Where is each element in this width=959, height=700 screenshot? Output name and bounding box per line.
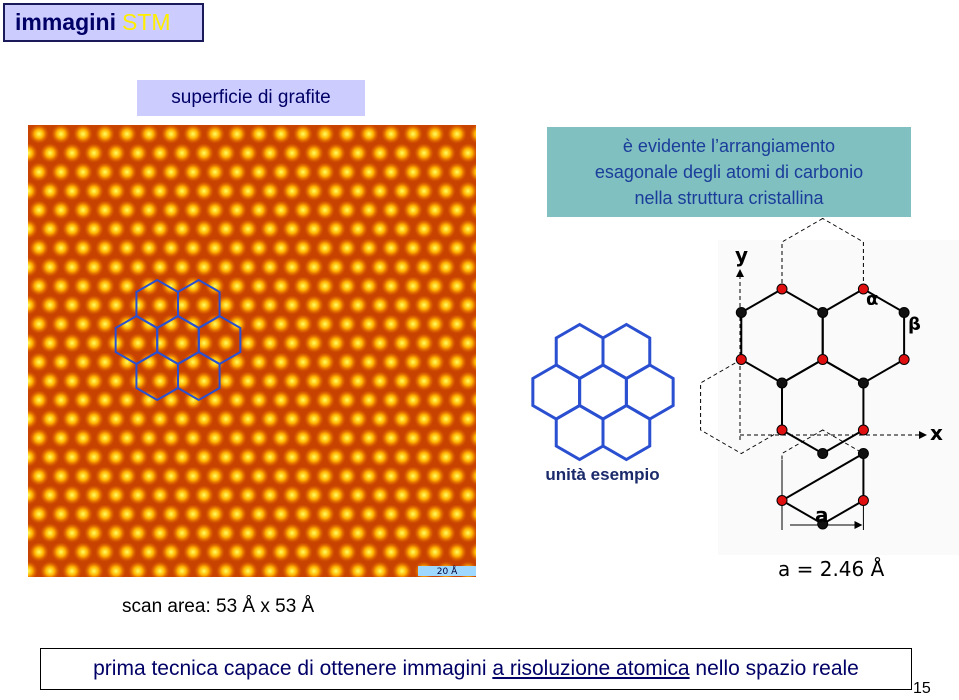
atom xyxy=(817,518,829,530)
atom xyxy=(776,283,788,295)
lattice-diagram xyxy=(700,217,927,530)
image-label: superficie di grafite xyxy=(137,80,365,116)
atom xyxy=(857,495,869,506)
hexagon xyxy=(135,278,179,330)
hexagon xyxy=(601,322,652,381)
beta-label: β xyxy=(908,314,921,335)
a-label: a xyxy=(815,503,829,527)
atom xyxy=(817,354,829,365)
footer-underlined: a risoluzione atomica xyxy=(492,657,690,680)
hex-overlay xyxy=(114,278,242,402)
atom xyxy=(776,424,788,436)
example-label: unità esempio xyxy=(545,465,660,484)
atom xyxy=(898,307,910,318)
atom xyxy=(857,283,869,295)
note-line: nella struttura cristallina xyxy=(634,188,824,208)
x-label: x xyxy=(930,421,943,445)
atom xyxy=(735,307,747,318)
lattice-caption: a = 2.46 Å xyxy=(778,557,885,581)
stm-image xyxy=(28,125,476,577)
hexagon xyxy=(554,403,605,462)
footer-text: nello spazio reale xyxy=(689,657,859,680)
atom xyxy=(776,377,788,389)
note-line: esagonale degli atomi di carbonio xyxy=(594,162,864,182)
footer-text: prima tecnica capace di ottenere immagin… xyxy=(93,657,493,680)
atom xyxy=(857,448,869,459)
title-box: immagini STM xyxy=(3,3,204,42)
title-accent: STM xyxy=(121,9,171,35)
hexagon xyxy=(135,350,179,402)
atom xyxy=(817,307,829,318)
atom xyxy=(857,377,869,389)
hexagon xyxy=(601,403,652,462)
note-line: è evidente l’arrangiamento xyxy=(622,136,836,156)
hex-example xyxy=(531,322,675,462)
hexagon xyxy=(554,322,605,381)
note-box: è evidente l’arrangiamento esagonale deg… xyxy=(547,127,911,217)
atom xyxy=(857,424,869,436)
scale-bar xyxy=(418,566,476,576)
atom xyxy=(817,448,829,459)
footer: prima tecnica capace di ottenere immagin… xyxy=(40,648,912,690)
atom xyxy=(898,354,910,365)
alpha-label: α xyxy=(866,289,878,310)
title: immagini xyxy=(15,9,116,35)
scale-bar-label: 20 Å xyxy=(437,565,458,577)
scan-area: scan area: 53 Å x 53 Å xyxy=(122,596,315,617)
y-label: y xyxy=(735,243,748,267)
lattice-panel xyxy=(718,240,959,555)
atom xyxy=(735,354,747,365)
page-number: 15 xyxy=(913,680,931,697)
atom xyxy=(776,495,788,506)
